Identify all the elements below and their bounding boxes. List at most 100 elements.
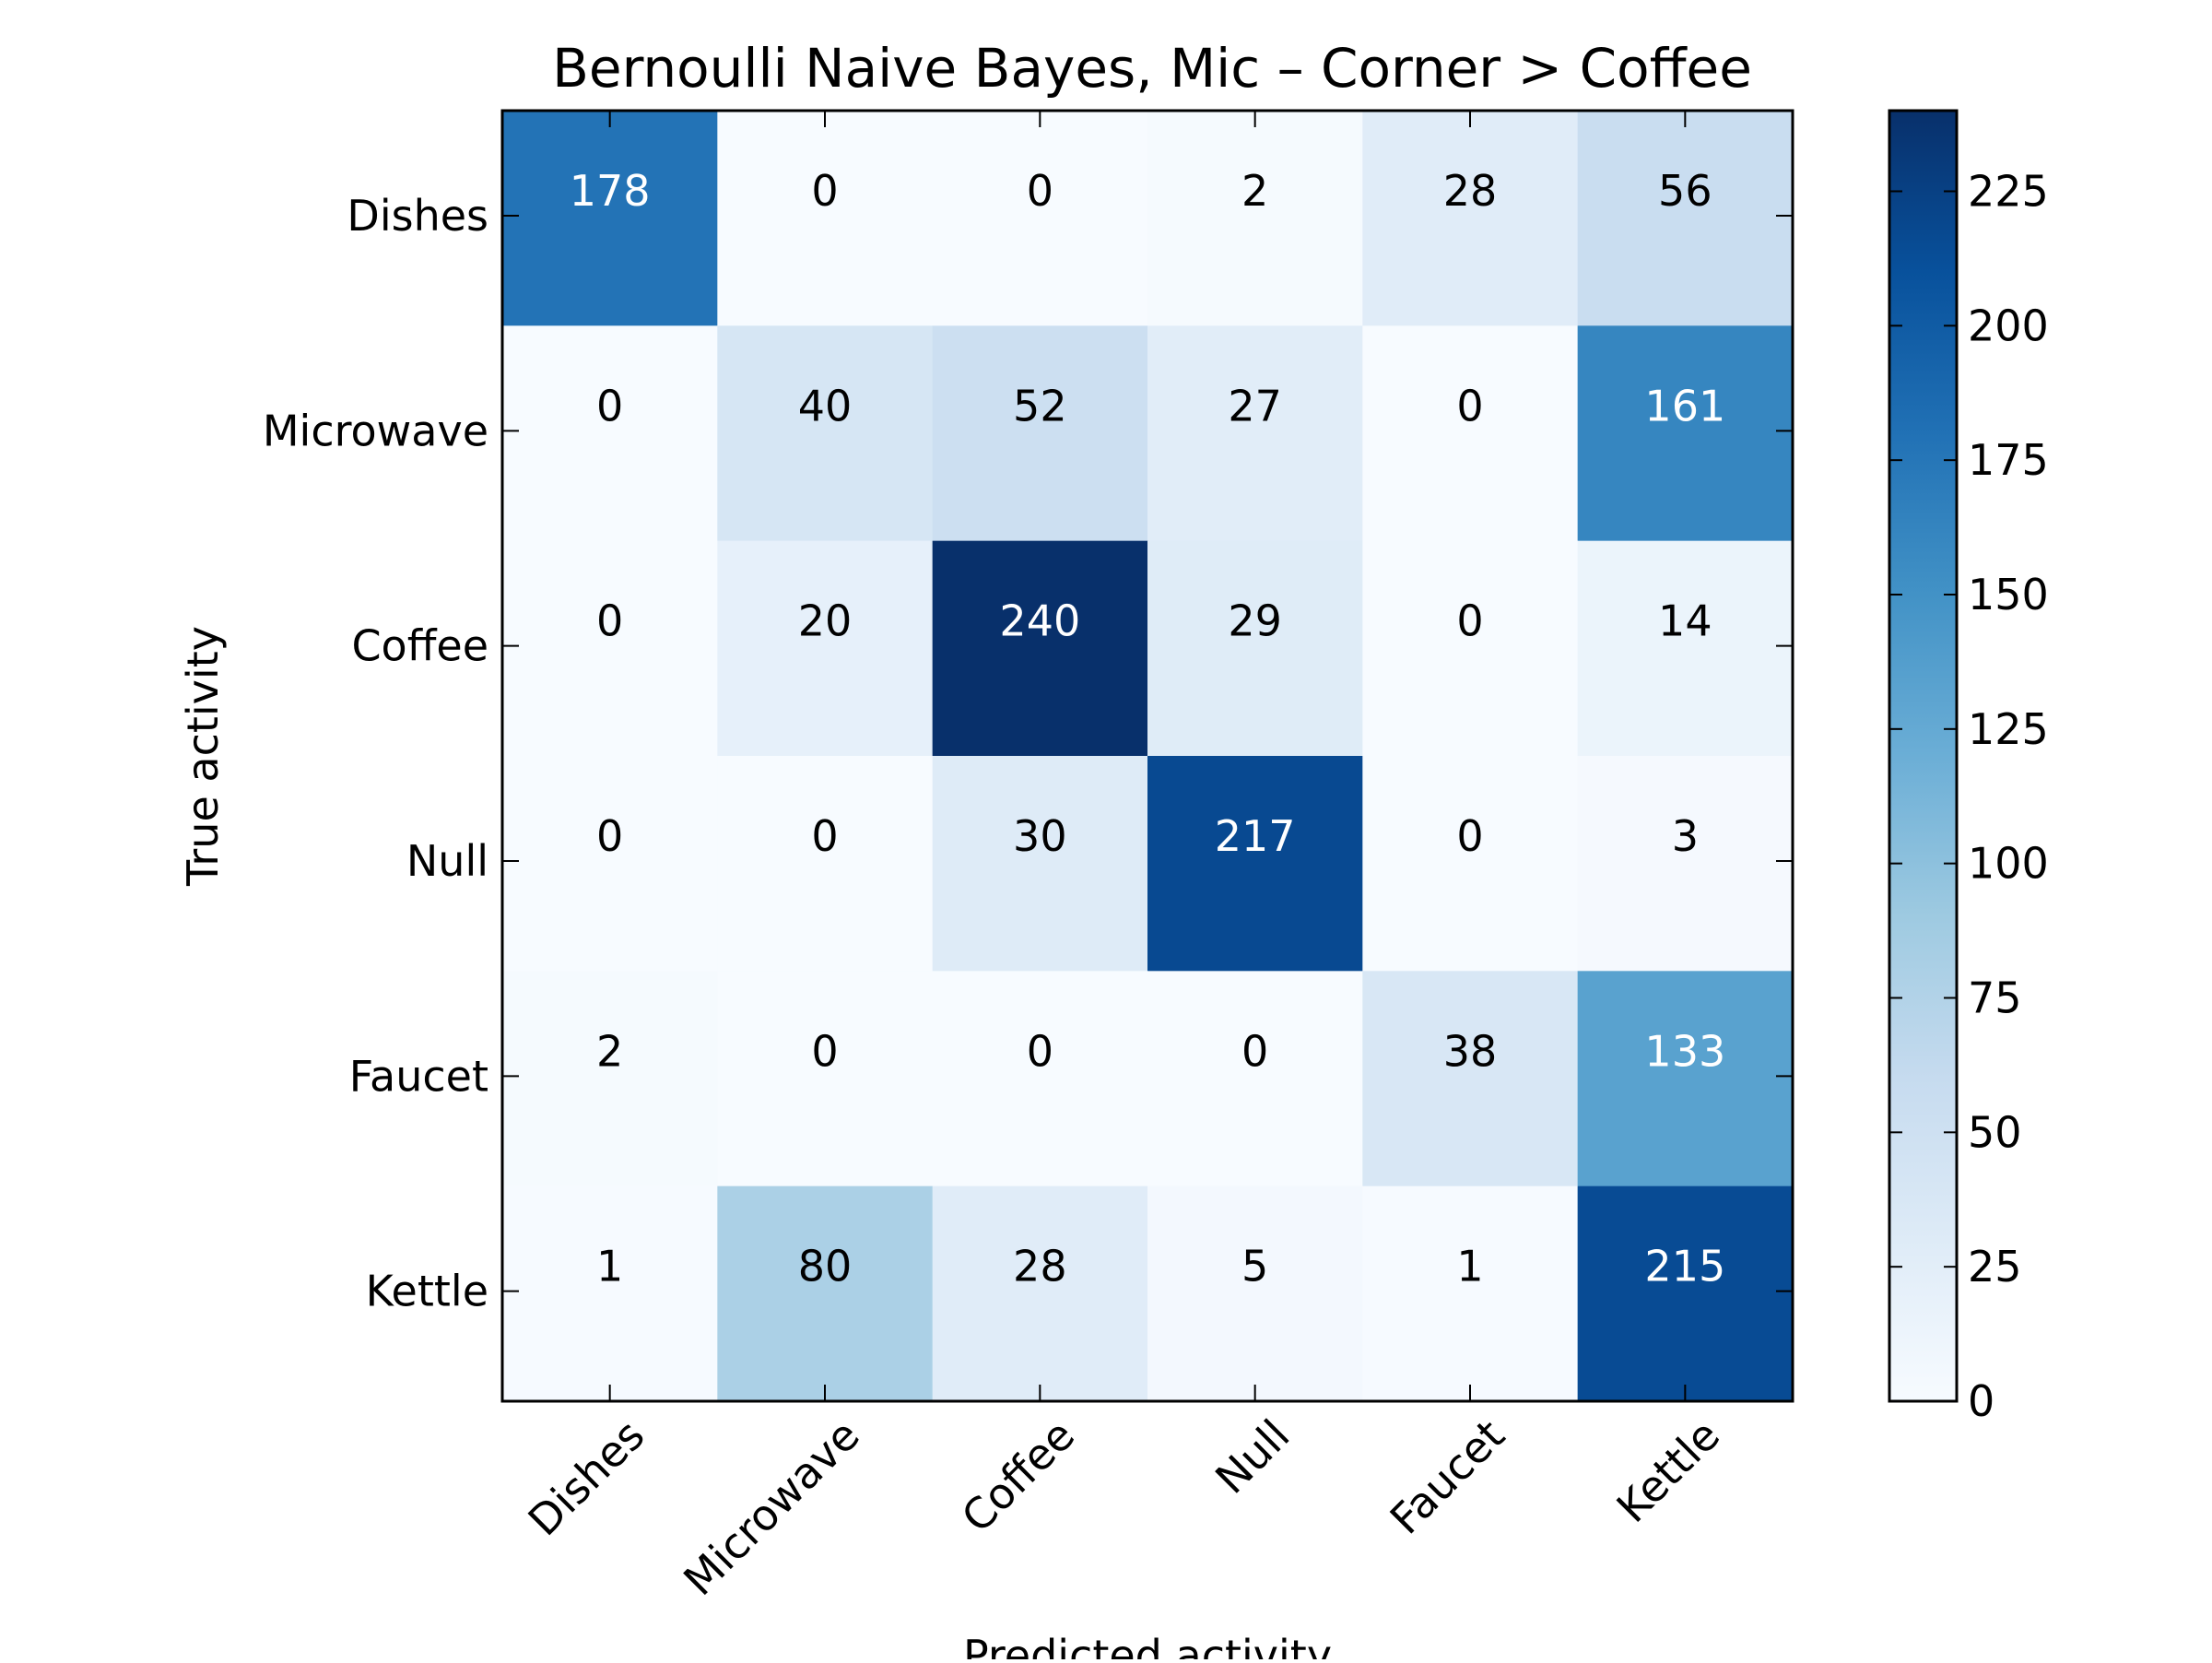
colorbar-tick-label: 200 xyxy=(1968,301,2049,350)
heatmap-cell xyxy=(1147,325,1363,542)
cell-value-label: 80 xyxy=(798,1242,853,1291)
cell-value-label: 30 xyxy=(1013,811,1067,861)
cell-value-label: 52 xyxy=(1013,381,1067,430)
heatmap-cell xyxy=(1362,540,1579,757)
x-tick-label: Microwave xyxy=(674,1410,869,1606)
cell-value-label: 27 xyxy=(1228,381,1282,430)
heatmap-cell xyxy=(1147,111,1363,326)
colorbar-tick-label: 25 xyxy=(1968,1242,2022,1291)
x-tick-label: Null xyxy=(1206,1410,1299,1504)
cell-value-label: 0 xyxy=(811,1026,838,1076)
heatmap-cell xyxy=(502,111,718,326)
cell-value-label: 0 xyxy=(596,381,623,430)
cell-value-label: 240 xyxy=(999,596,1080,646)
colorbar-tick-label: 0 xyxy=(1968,1376,1994,1426)
heatmap-cell xyxy=(717,756,934,972)
cell-value-label: 178 xyxy=(570,166,651,216)
colorbar-tick-label: 150 xyxy=(1968,570,2049,619)
cell-value-label: 0 xyxy=(596,811,623,861)
heatmap-cell xyxy=(1147,1185,1363,1402)
x-tick-label: Faucet xyxy=(1381,1410,1514,1544)
heatmap-cell xyxy=(1362,111,1579,326)
heatmap-cell xyxy=(1577,1185,1794,1402)
cell-value-label: 38 xyxy=(1443,1026,1498,1076)
colorbar-tick-label: 125 xyxy=(1968,704,2049,754)
heatmap-cell xyxy=(932,756,1148,972)
heatmap-cell xyxy=(1362,325,1579,542)
heatmap-cell xyxy=(1362,971,1579,1187)
cell-value-label: 0 xyxy=(1456,596,1483,646)
y-tick-label: Null xyxy=(406,836,488,886)
heatmap-cells xyxy=(502,111,1794,1402)
heatmap-cell xyxy=(1147,756,1363,972)
x-tick-label: Kettle xyxy=(1607,1410,1729,1532)
heatmap-cell xyxy=(502,756,718,972)
heatmap-cell xyxy=(932,325,1148,542)
x-tick-label: Dishes xyxy=(519,1410,654,1546)
heatmap-cell xyxy=(502,540,718,757)
heatmap-cell xyxy=(502,325,718,542)
heatmap-cell xyxy=(1147,971,1363,1187)
cell-value-label: 0 xyxy=(1456,811,1483,861)
cell-value-label: 14 xyxy=(1658,596,1712,646)
cell-value-label: 1 xyxy=(1456,1242,1483,1291)
colorbar-tick-label: 75 xyxy=(1968,973,2022,1023)
x-axis-label: Predicted activity xyxy=(963,1631,1332,1659)
y-tick-label: Microwave xyxy=(263,406,488,455)
heatmap-cell xyxy=(717,325,934,542)
cell-value-label: 20 xyxy=(798,596,853,646)
heatmap-cell xyxy=(502,1185,718,1402)
cell-value-label: 217 xyxy=(1215,811,1296,861)
cell-value-label: 161 xyxy=(1644,381,1725,430)
cell-value-label: 0 xyxy=(1456,381,1483,430)
cell-value-label: 1 xyxy=(596,1242,623,1291)
heatmap-cell xyxy=(932,111,1148,326)
cell-value-label: 0 xyxy=(811,166,838,216)
cell-value-label: 28 xyxy=(1013,1242,1067,1291)
cell-value-label: 133 xyxy=(1644,1026,1725,1076)
colorbar-tick-label: 100 xyxy=(1968,839,2049,889)
heatmap-cell xyxy=(502,971,718,1187)
heatmap-cell xyxy=(1577,756,1794,972)
cell-value-label: 2 xyxy=(1241,166,1268,216)
colorbar-ticks: 0 25 50 75 100 125 150 175 200 225 xyxy=(1889,167,2049,1426)
y-axis-label: True activity xyxy=(178,626,228,887)
y-tick-label: Coffee xyxy=(351,621,488,671)
cell-value-label: 3 xyxy=(1672,811,1699,861)
heatmap-cell xyxy=(1362,756,1579,972)
cell-value-label: 0 xyxy=(1241,1026,1268,1076)
heatmap-cell xyxy=(717,540,934,757)
heatmap-cell xyxy=(717,111,934,326)
heatmap-cell xyxy=(932,540,1148,757)
cell-value-label: 56 xyxy=(1658,166,1712,216)
cell-value-label: 0 xyxy=(1027,166,1053,216)
cell-value-label: 29 xyxy=(1228,596,1282,646)
heatmap-cell xyxy=(1577,971,1794,1187)
y-tick-label: Dishes xyxy=(347,191,488,241)
cell-value-label: 0 xyxy=(596,596,623,646)
cell-value-label: 2 xyxy=(596,1026,623,1076)
cell-value-label: 215 xyxy=(1644,1242,1725,1291)
heatmap-cell xyxy=(932,971,1148,1187)
x-tick-label: Coffee xyxy=(952,1410,1084,1542)
y-tick-label: Faucet xyxy=(349,1051,488,1101)
cell-value-label: 28 xyxy=(1443,166,1498,216)
cell-value-label: 0 xyxy=(811,811,838,861)
y-axis-ticks: Dishes Microwave Coffee Null Faucet Kettle xyxy=(263,191,1793,1316)
y-tick-label: Kettle xyxy=(366,1267,488,1316)
colorbar-tick-label: 225 xyxy=(1968,167,2049,217)
heatmap-cell xyxy=(717,971,934,1187)
colorbar-tick-label: 50 xyxy=(1968,1107,2022,1157)
heatmap-cell xyxy=(932,1185,1148,1402)
heatmap-cell xyxy=(717,1185,934,1402)
heatmap-cell xyxy=(1577,540,1794,757)
cell-value-label: 0 xyxy=(1027,1026,1053,1076)
colorbar xyxy=(1888,109,1959,1403)
heatmap-cell xyxy=(1147,540,1363,757)
heatmap-cell xyxy=(1362,1185,1579,1402)
cell-value-label: 5 xyxy=(1241,1242,1268,1291)
heatmap-frame xyxy=(500,109,1794,1403)
